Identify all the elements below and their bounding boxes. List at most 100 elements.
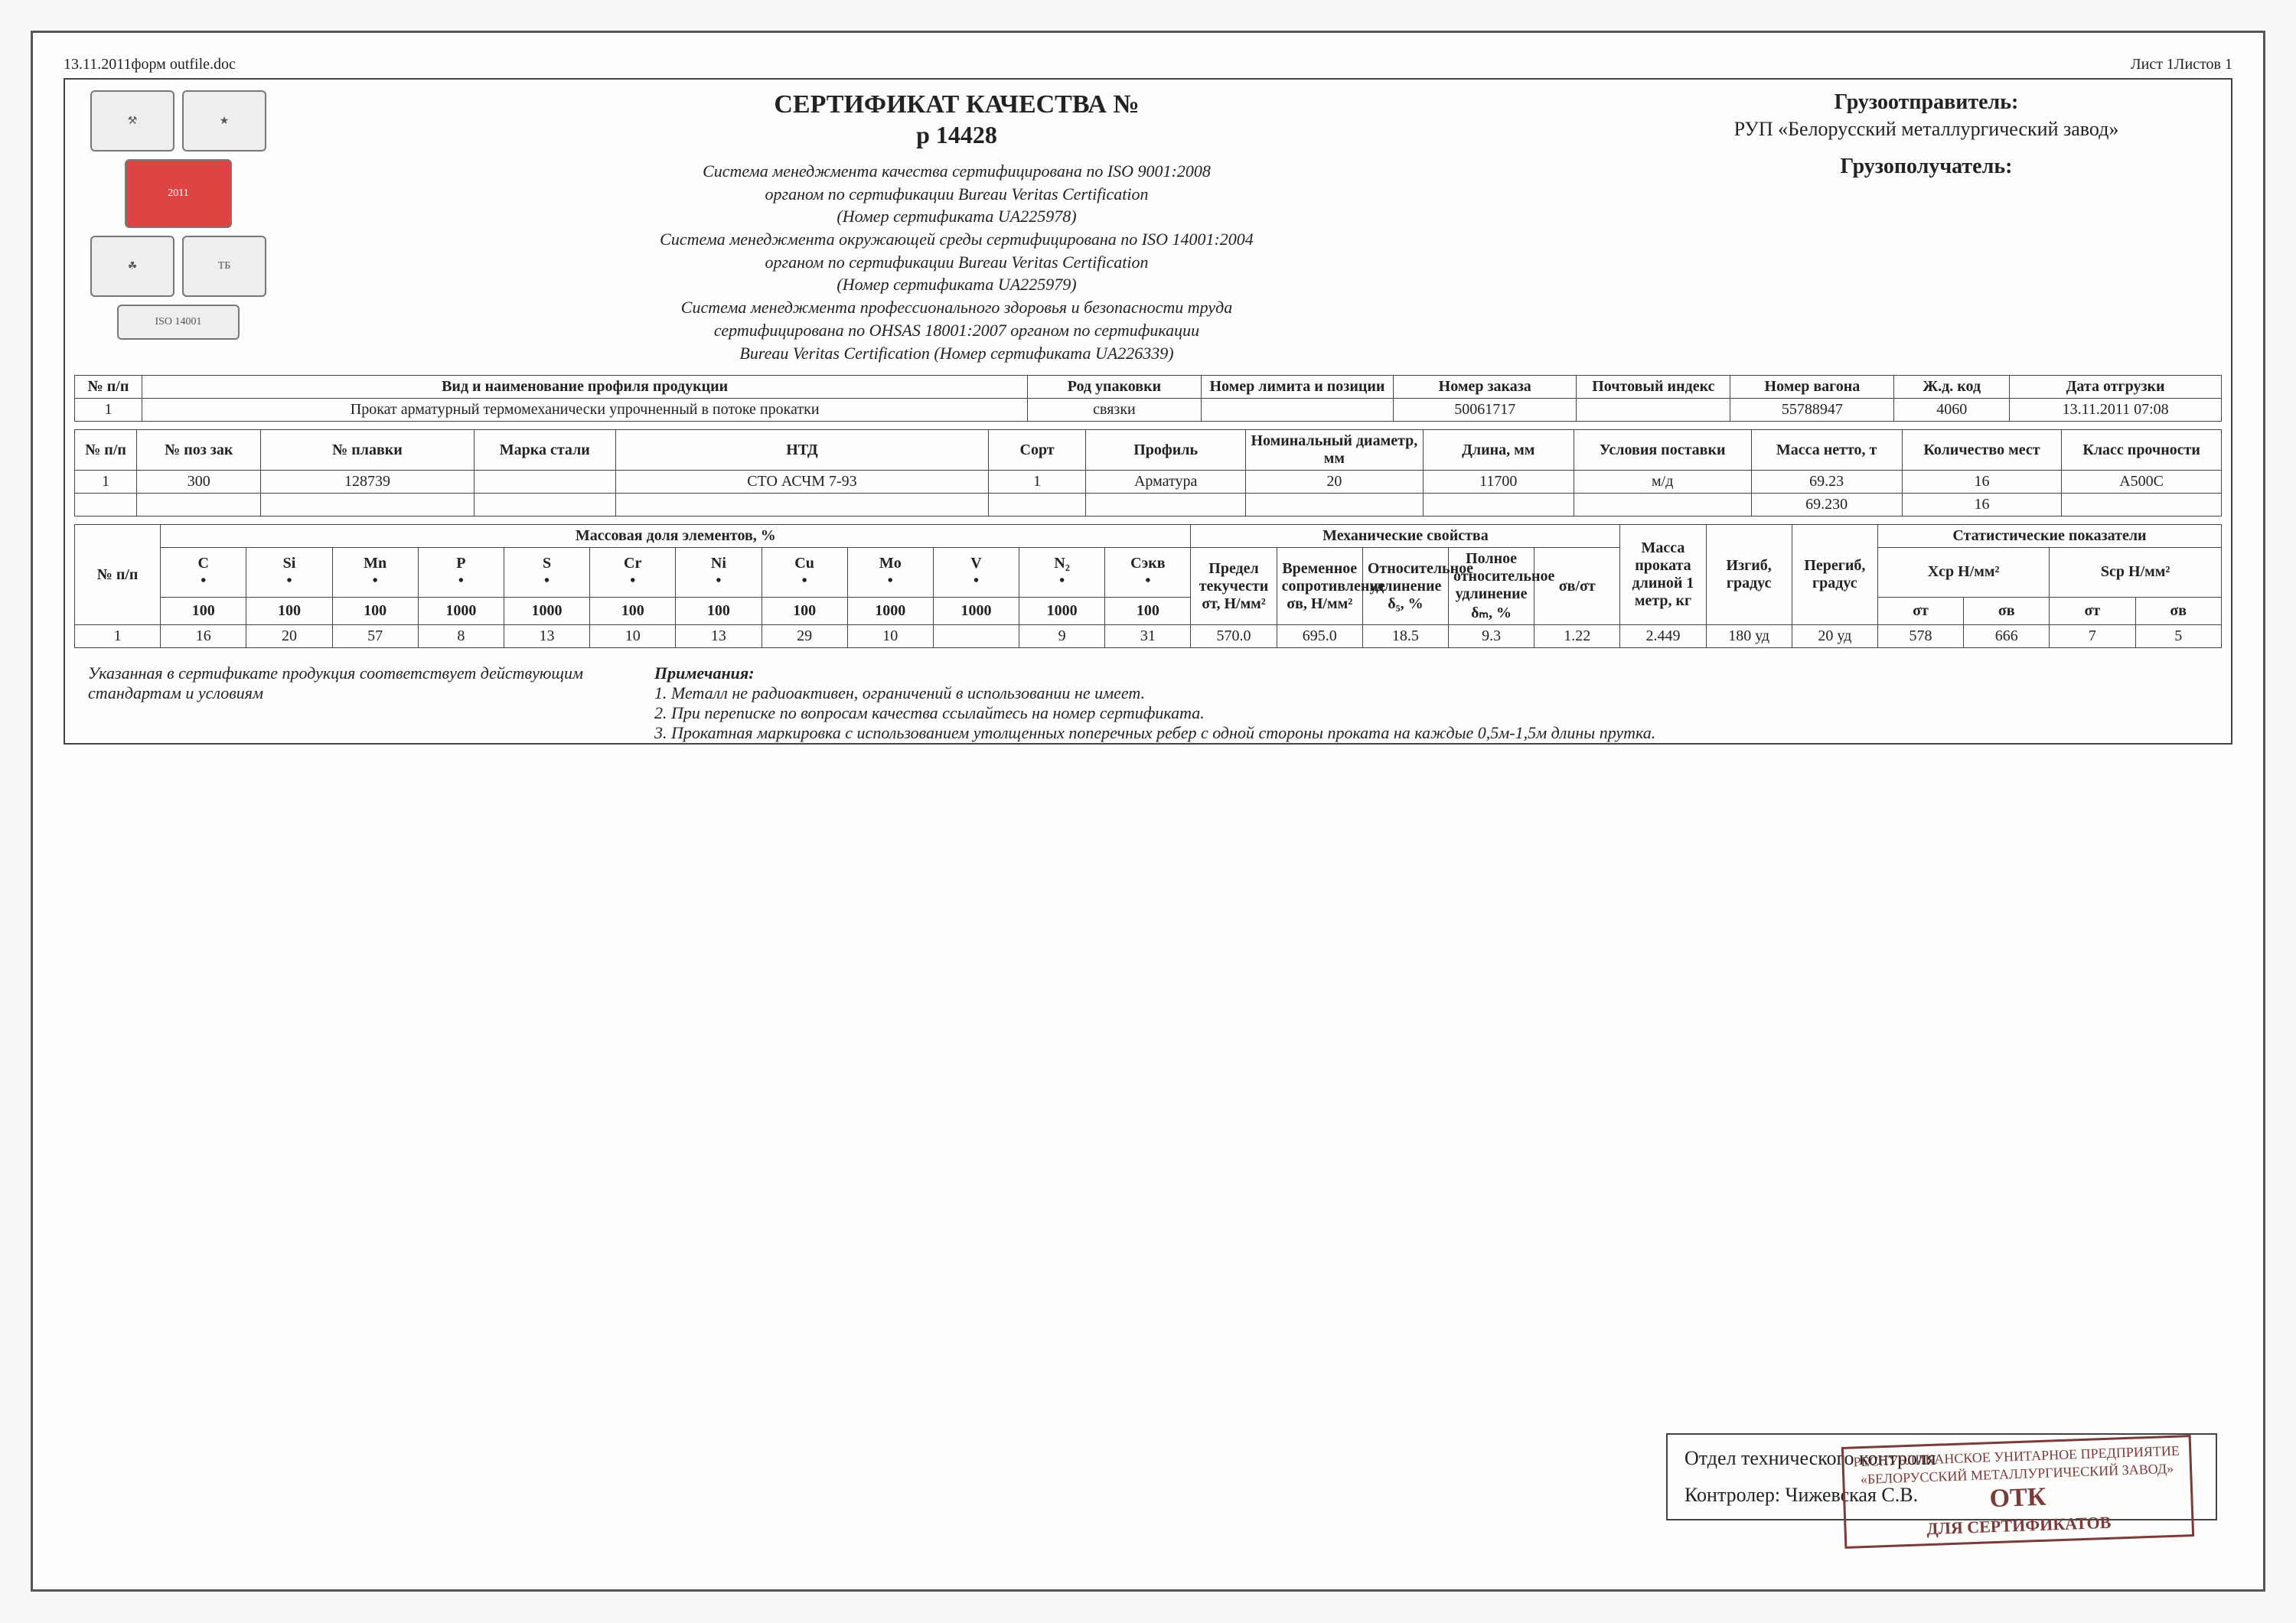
col-header: V• <box>933 548 1019 597</box>
col-header: Дата отгрузки <box>2010 376 2222 399</box>
cell <box>616 494 989 517</box>
cell: 578 <box>1877 625 1963 648</box>
col-header: Cэкв• <box>1105 548 1191 597</box>
doc-filename: 13.11.2011форм outfile.doc <box>64 56 236 73</box>
cell: A500C <box>2062 471 2222 494</box>
col-header: Условия поставки <box>1574 430 1751 471</box>
cell: 300 <box>137 471 261 494</box>
table-batch-info: № п/п№ поз зак№ плавкиМарка сталиНТДСорт… <box>74 429 2222 517</box>
col-header: Номер лимита и позиции <box>1201 376 1394 399</box>
sys-line: Система менеджмента качества сертифициро… <box>278 160 1636 183</box>
col-header: 1000 <box>847 597 933 625</box>
cell: 4060 <box>1894 399 2010 422</box>
cell <box>474 494 615 517</box>
cell: 1 <box>988 471 1086 494</box>
cell <box>1201 399 1394 422</box>
sys-line: (Номер сертификата UA225978) <box>278 205 1636 228</box>
cell: Арматура <box>1086 471 1246 494</box>
table1-wrap: № п/пВид и наименование профиля продукци… <box>74 375 2222 422</box>
shipper-name: РУП «Белорусский металлургический завод» <box>1636 118 2217 141</box>
col-header: 100 <box>590 597 676 625</box>
cell <box>474 471 615 494</box>
cell: 5 <box>2135 625 2222 648</box>
cell: 69.23 <box>1751 471 1902 494</box>
cell: 10 <box>847 625 933 648</box>
col-header: Класс прочности <box>2062 430 2222 471</box>
otk-stamp: РЕСПУБЛИКАНСКОЕ УНИТАРНОЕ ПРЕДПРИЯТИЕ «Б… <box>1841 1435 2194 1549</box>
cell: Прокат арматурный термомеханически упроч… <box>142 399 1028 422</box>
cell: 55788947 <box>1730 399 1894 422</box>
col-header: Cr• <box>590 548 676 597</box>
col-header: № поз зак <box>137 430 261 471</box>
cell: СТО АСЧМ 7-93 <box>616 471 989 494</box>
certification-systems: Система менеджмента качества сертифициро… <box>278 160 1636 364</box>
sys-line: органом по сертификации Bureau Veritas C… <box>278 183 1636 206</box>
cell: 20 <box>1245 471 1423 494</box>
header-section: ⚒ ★ 2011 ☘ ТБ ISO 14001 СЕРТИФИКАТ КАЧЕС… <box>65 80 2231 375</box>
shipper-label: Грузоотправитель: <box>1636 90 2217 115</box>
center-column: СЕРТИФИКАТ КАЧЕСТВА № р 14428 Система ме… <box>278 90 1636 364</box>
col-header: № п/п <box>75 525 161 625</box>
consignee-label: Грузополучатель: <box>1636 155 2217 179</box>
cell: 128739 <box>261 471 474 494</box>
sys-line: Система менеджмента окружающей среды сер… <box>278 228 1636 251</box>
table-product-info: № п/пВид и наименование профиля продукци… <box>74 375 2222 422</box>
col-header: Почтовый индекс <box>1577 376 1730 399</box>
col-header: Sср Н/мм² <box>2050 548 2222 597</box>
col-header: Mo• <box>847 548 933 597</box>
col-header: НТД <box>616 430 989 471</box>
col-header: σт <box>1877 597 1963 625</box>
cell <box>137 494 261 517</box>
col-header: Cu• <box>762 548 847 597</box>
cell: 1.22 <box>1534 625 1620 648</box>
logos-column: ⚒ ★ 2011 ☘ ТБ ISO 14001 <box>79 90 278 364</box>
cell <box>1245 494 1423 517</box>
logo-year-badge: 2011 <box>125 159 232 228</box>
col-header: σв <box>2135 597 2222 625</box>
logo-tb-icon: ТБ <box>182 236 266 297</box>
inner-frame: ⚒ ★ 2011 ☘ ТБ ISO 14001 СЕРТИФИКАТ КАЧЕС… <box>64 78 2232 745</box>
table-chem-mech: № п/пМассовая доля элементов, %Механичес… <box>74 524 2222 648</box>
col-header: N₂• <box>1019 548 1105 597</box>
col-header: 1000 <box>933 597 1019 625</box>
qc-footer-box: Отдел технического контроля Контролер: Ч… <box>1666 1433 2217 1520</box>
col-header: 100 <box>161 597 246 625</box>
col-header: Количество мест <box>1902 430 2062 471</box>
col-header: Номер вагона <box>1730 376 1894 399</box>
col-header: Марка стали <box>474 430 615 471</box>
col-header: Перегиб, градус <box>1792 525 1877 625</box>
cell: 10 <box>590 625 676 648</box>
cell: 695.0 <box>1277 625 1362 648</box>
cell: 1 <box>75 471 137 494</box>
col-header: Масса проката длиной 1 метр, кг <box>1620 525 1706 625</box>
col-header: Ni• <box>676 548 762 597</box>
cell <box>261 494 474 517</box>
col-header: Масса нетто, т <box>1751 430 1902 471</box>
note-item: 3. Прокатная маркировка с использованием… <box>654 723 2216 743</box>
col-header: № п/п <box>75 430 137 471</box>
col-header: Механические свойства <box>1191 525 1620 548</box>
col-header: 100 <box>246 597 332 625</box>
cell <box>75 494 137 517</box>
col-header: 1000 <box>504 597 589 625</box>
sys-line: Bureau Veritas Certification (Номер серт… <box>278 342 1636 365</box>
cell: 570.0 <box>1191 625 1277 648</box>
controller-label: Контролер: <box>1684 1484 1780 1506</box>
logo-leaf-icon: ☘ <box>90 236 174 297</box>
table2-wrap: № п/п№ поз зак№ плавкиМарка сталиНТДСорт… <box>74 429 2222 517</box>
col-header: Xср Н/мм² <box>1877 548 2049 597</box>
cell <box>1423 494 1574 517</box>
col-header: Род упаковки <box>1028 376 1201 399</box>
col-header: Массовая доля элементов, % <box>161 525 1191 548</box>
cell: связки <box>1028 399 1201 422</box>
col-header: 100 <box>676 597 762 625</box>
notes-section: Указанная в сертификате продукция соотве… <box>65 656 2231 743</box>
cell: 13 <box>676 625 762 648</box>
conformity-statement: Указанная в сертификате продукция соотве… <box>88 663 608 743</box>
sys-line: (Номер сертификата UA225979) <box>278 273 1636 296</box>
cell: 9.3 <box>1449 625 1534 648</box>
cell: 180 уд <box>1706 625 1792 648</box>
cell <box>988 494 1086 517</box>
cell: 9 <box>1019 625 1105 648</box>
cell: 13.11.2011 07:08 <box>2010 399 2222 422</box>
